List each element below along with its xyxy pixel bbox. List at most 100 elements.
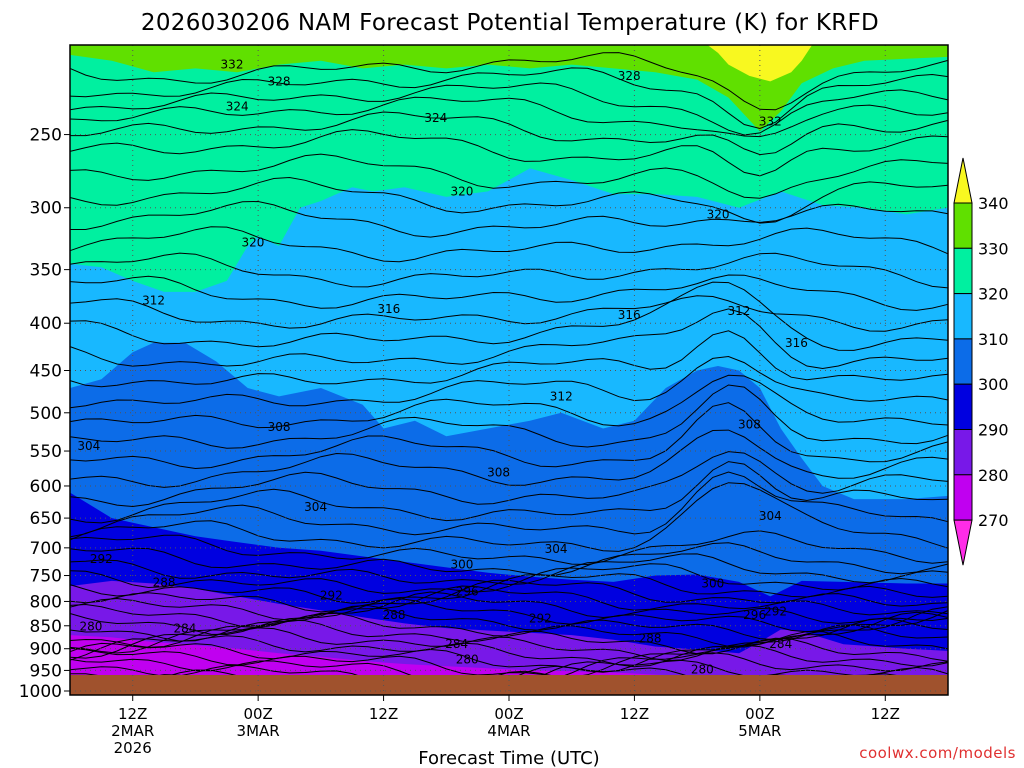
contour-line xyxy=(69,355,949,409)
y-tick-label: 600 xyxy=(30,477,62,497)
y-tick-label: 850 xyxy=(30,617,62,637)
y-tick-label: 900 xyxy=(30,640,62,660)
contour-label: 312 xyxy=(550,389,573,403)
y-tick-label: 350 xyxy=(30,261,62,281)
contour-label: 316 xyxy=(377,302,400,316)
contour-label: 304 xyxy=(304,500,327,514)
x-tick-label: 4MAR xyxy=(487,722,530,740)
contour-label: 288 xyxy=(383,608,406,622)
contour-label: 304 xyxy=(77,439,100,453)
colorbar-label: 320 xyxy=(978,285,1009,304)
contour-label: 280 xyxy=(79,620,102,634)
contour-line xyxy=(69,308,949,370)
x-tick-label: 2026 xyxy=(114,739,152,757)
contour-label: 304 xyxy=(545,542,568,556)
x-axis-label: Forecast Time (UTC) xyxy=(418,748,599,768)
contour-label: 292 xyxy=(764,604,787,618)
contour-labels: 332 328 328 332 324 324 320 320 320 312 316 316 312 3… xyxy=(77,58,808,677)
contour-line xyxy=(69,330,949,388)
y-tick-label: 650 xyxy=(30,509,62,529)
contour-label: 280 xyxy=(456,653,479,667)
contour-label: 320 xyxy=(451,184,474,198)
contour-label: 328 xyxy=(268,74,291,88)
y-tick-label: 750 xyxy=(30,567,62,587)
x-tick-label: 12Z xyxy=(369,705,398,723)
contour-lines xyxy=(69,52,949,692)
colorbar-label: 330 xyxy=(978,239,1009,258)
colorbar-top-arrow xyxy=(953,157,973,204)
contour-line xyxy=(69,402,949,470)
contour-label: 324 xyxy=(424,111,447,125)
contour-line xyxy=(69,471,949,538)
contour-label: 292 xyxy=(90,552,113,566)
colorbar-segment xyxy=(953,429,973,476)
credit-text: coolwx.com/models xyxy=(859,744,1016,762)
contour-label: 296 xyxy=(743,608,766,622)
contour-label: 316 xyxy=(618,308,641,322)
contour-line xyxy=(69,530,949,566)
contour-line xyxy=(69,563,949,594)
contour-label: 320 xyxy=(241,235,264,249)
x-tick-label: 00Z xyxy=(745,705,774,723)
x-tick-label: 12Z xyxy=(118,705,147,723)
plot-area: 332 328 328 332 324 324 320 320 320 312 316 316 312 3… xyxy=(69,44,949,696)
contour-line xyxy=(70,111,949,156)
y-tick-label: 250 xyxy=(30,126,62,146)
contour-line xyxy=(70,200,949,238)
colorbar-segment xyxy=(953,474,973,521)
band-340-plus xyxy=(707,45,813,82)
x-tick-label: 12Z xyxy=(620,705,649,723)
contour-label: 324 xyxy=(226,99,249,113)
colorbar-label: 270 xyxy=(978,511,1009,530)
contour-label: 288 xyxy=(153,575,176,589)
contour-line xyxy=(69,226,949,263)
contour-line xyxy=(69,153,949,199)
y-axis: 250 300 350 400 450 500 550 600 650 700 750 800 850 9… xyxy=(19,126,70,702)
x-tick-label: 12Z xyxy=(871,705,900,723)
contour-label: 280 xyxy=(691,663,714,677)
contour-label: 296 xyxy=(456,584,479,598)
contour-line xyxy=(69,542,949,576)
contour-line xyxy=(69,553,949,586)
x-tick-label: 2MAR xyxy=(111,722,154,740)
contour-line xyxy=(69,585,949,621)
contour-label: 284 xyxy=(769,637,792,651)
contour-label: 288 xyxy=(639,631,662,645)
band-330-340 xyxy=(70,45,948,132)
contour-line xyxy=(69,374,949,429)
contour-line xyxy=(69,252,949,289)
chart-title: 2026030206 NAM Forecast Potential Temper… xyxy=(141,10,879,36)
contour-label: 284 xyxy=(445,637,468,651)
contour-line xyxy=(69,281,949,351)
contour-line xyxy=(69,591,949,629)
contour-line xyxy=(69,82,949,136)
contour-label: 308 xyxy=(487,465,510,479)
y-tick-label: 450 xyxy=(30,361,62,381)
contour-line xyxy=(69,274,949,311)
colorbar-segment xyxy=(953,247,973,295)
contour-line xyxy=(69,624,949,662)
colorbar-bottom-arrow xyxy=(953,519,973,566)
colorbar-label: 310 xyxy=(978,330,1009,349)
contour-label: 284 xyxy=(174,622,197,636)
contour-line xyxy=(69,96,949,138)
contour-line xyxy=(69,129,949,177)
contour-label: 332 xyxy=(221,58,244,72)
contour-line xyxy=(69,617,949,655)
contour-label: 300 xyxy=(701,576,724,590)
band-320-330 xyxy=(70,45,948,292)
contour-line xyxy=(69,52,949,111)
contour-label: 320 xyxy=(707,207,730,221)
colorbar-label: 290 xyxy=(978,421,1009,440)
y-tick-label: 400 xyxy=(30,314,62,334)
colorbar-segment xyxy=(953,293,973,340)
contour-label: 312 xyxy=(142,294,165,308)
colorbar-segment xyxy=(953,202,973,249)
contour-line xyxy=(69,295,949,332)
contour-label: 292 xyxy=(529,612,552,626)
contour-label: 304 xyxy=(759,509,782,523)
contour-label: 316 xyxy=(785,336,808,350)
y-tick-label: 700 xyxy=(30,539,62,559)
